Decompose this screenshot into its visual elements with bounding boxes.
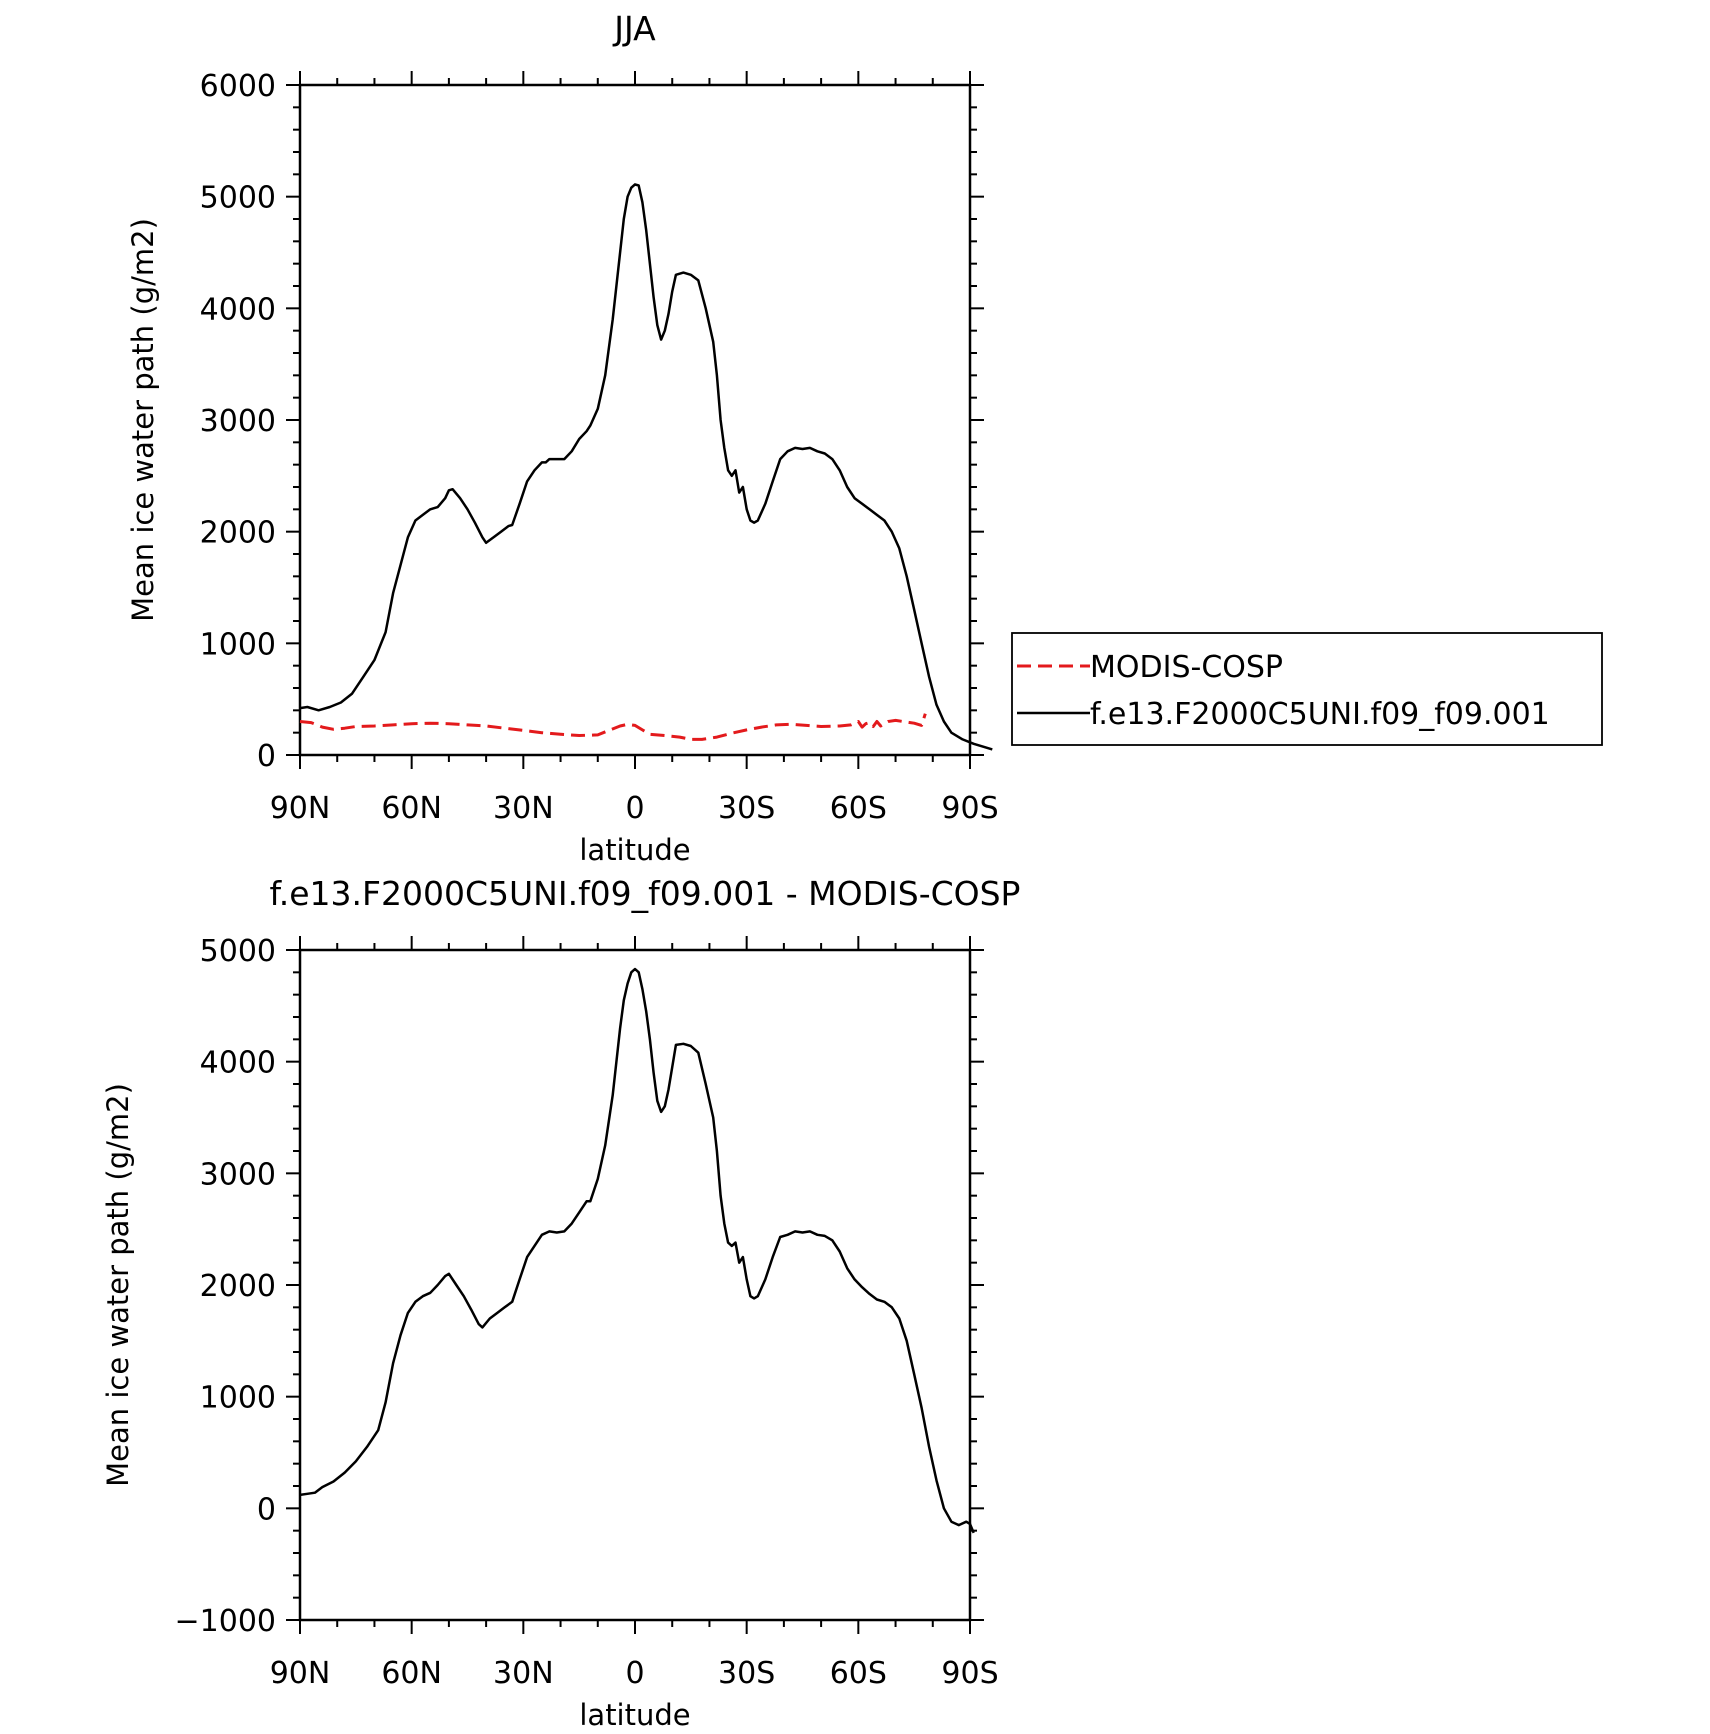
x-tick-label: 60S xyxy=(830,791,887,826)
x-tick-label: 30N xyxy=(493,791,554,826)
x-axis-label: latitude xyxy=(579,833,690,867)
chart-title: f.e13.F2000C5UNI.f09_f09.001 - MODIS-COS… xyxy=(270,874,1021,913)
x-tick-label: 90S xyxy=(941,791,998,826)
y-tick-label: −1000 xyxy=(175,1604,276,1639)
x-tick-label: 30S xyxy=(718,1656,775,1691)
legend-label: MODIS-COSP xyxy=(1090,650,1283,685)
series-line-0 xyxy=(299,967,975,1534)
x-axis-label: latitude xyxy=(579,1698,690,1732)
x-tick-label: 30S xyxy=(718,791,775,826)
y-tick-label: 6000 xyxy=(200,69,276,104)
x-tick-label: 90N xyxy=(270,791,331,826)
y-tick-label: 3000 xyxy=(200,1157,276,1192)
series-line-1 xyxy=(299,183,993,751)
y-tick-label: 0 xyxy=(257,1492,276,1527)
chart-bottom-difference: 90N 60N 30N 0 30S 60S 90S −1000 0 1000 2000 3000 400… xyxy=(101,874,1020,1732)
x-tick-label: 90S xyxy=(941,1656,998,1691)
x-tick-label: 30N xyxy=(493,1656,554,1691)
y-tick-label: 3000 xyxy=(200,404,276,439)
y-axis-label: Mean ice water path (g/m2) xyxy=(101,1083,135,1487)
x-tick-label: 0 xyxy=(625,791,644,826)
y-tick-label: 2000 xyxy=(200,516,276,551)
series-line-0 xyxy=(299,713,927,741)
chart-title: JJA xyxy=(612,9,656,48)
y-tick-label: 1000 xyxy=(200,627,276,662)
y-tick-label: 1000 xyxy=(200,1381,276,1416)
y-tick-label: 5000 xyxy=(200,934,276,969)
y-tick-label: 4000 xyxy=(200,292,276,327)
x-tick-label: 0 xyxy=(625,1656,644,1691)
chart-top-jja: 90N 60N 30N 0 30S 60S 90S 0 1000 2000 3000 4000 5000… xyxy=(126,9,1603,867)
legend-label: f.e13.F2000C5UNI.f09_f09.001 xyxy=(1090,697,1550,732)
y-tick-label: 0 xyxy=(257,739,276,774)
x-tick-label: 60N xyxy=(381,1656,442,1691)
x-tick-label: 60N xyxy=(381,791,442,826)
y-axis-label: Mean ice water path (g/m2) xyxy=(126,218,160,622)
plot-frame xyxy=(298,948,972,1622)
y-tick-label: 4000 xyxy=(200,1046,276,1081)
y-tick-label: 5000 xyxy=(200,181,276,216)
legend: MODIS-COSP f.e13.F2000C5UNI.f09_f09.001 xyxy=(1011,632,1603,746)
x-tick-label: 60S xyxy=(830,1656,887,1691)
y-tick-label: 2000 xyxy=(200,1269,276,1304)
x-tick-label: 90N xyxy=(270,1656,331,1691)
legend-box xyxy=(1011,632,1603,746)
